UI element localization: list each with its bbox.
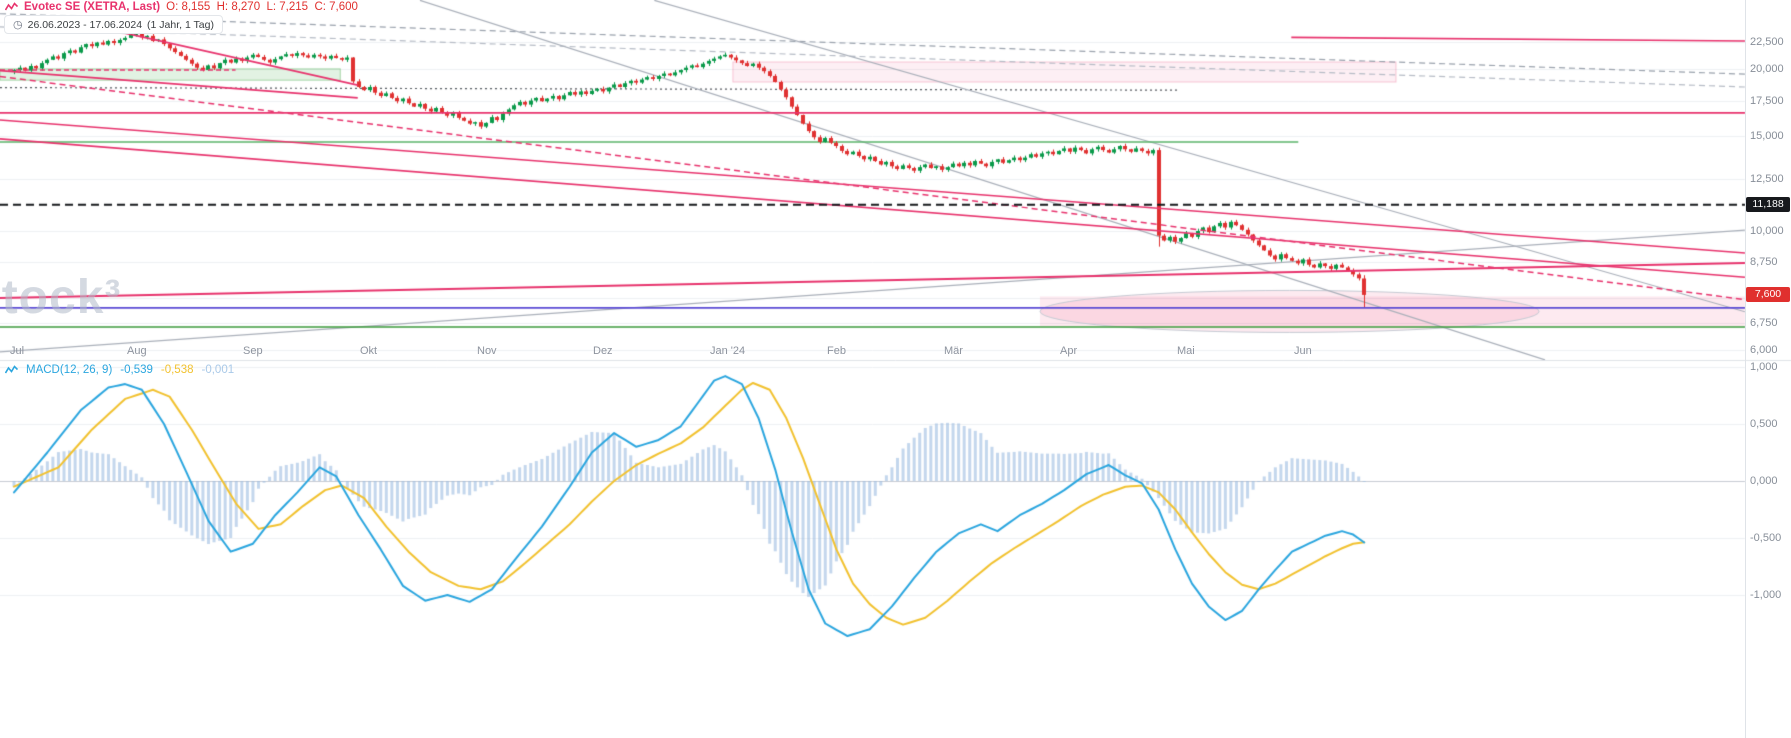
histogram-value: -0,001 — [201, 364, 235, 376]
signal-value: -0,538 — [160, 364, 194, 376]
macd-legend[interactable]: MACD(12, 26, 9) -0,539 -0,538 -0,001 — [5, 364, 234, 376]
line-chart-icon — [5, 1, 18, 10]
symbol-title: Evotec SE (XETRA, Last) — [24, 1, 161, 13]
clock-icon: ◷ — [13, 19, 23, 31]
period-text: (1 Jahr, 1 Tag) — [147, 18, 214, 31]
macd-indicator-icon — [5, 364, 18, 373]
date-range-text: 26.06.2023 - 17.06.2024 — [27, 18, 143, 31]
axis-gutter-separator — [1745, 0, 1746, 738]
ohlc-values: O: 8,155 H: 8,270 L: 7,215 C: 7,600 — [166, 1, 358, 13]
date-range-pill[interactable]: ◷ 26.06.2023 - 17.06.2024 (1 Jahr, 1 Tag… — [4, 15, 223, 34]
macd-value: -0,539 — [120, 364, 153, 376]
symbol-legend[interactable]: Evotec SE (XETRA, Last) O: 8,155 H: 8,27… — [5, 1, 358, 13]
macd-title: MACD(12, 26, 9) — [26, 364, 113, 376]
